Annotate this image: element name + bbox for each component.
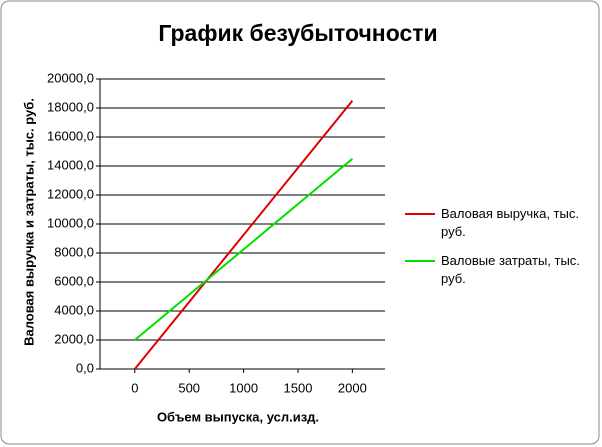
y-axis-label: Валовая выручка и затраты, тыс. руб. [21, 98, 36, 346]
y-tick-label: 14000,0 [47, 157, 94, 172]
y-tick-label: 4000,0 [54, 302, 94, 317]
legend-item: Валовые затраты, тыс. руб. [405, 252, 595, 288]
chart-title: График безубыточности [158, 20, 437, 46]
y-tick-label: 10000,0 [47, 215, 94, 230]
y-tick-label: 18000,0 [47, 99, 94, 114]
x-tick-label: 500 [178, 380, 200, 395]
legend-label: Валовые затраты, тыс. руб. [441, 253, 580, 286]
y-tick-label: 0,0 [76, 360, 94, 375]
y-tick-label: 6000,0 [54, 273, 94, 288]
x-tick-label: 0 [131, 380, 138, 395]
y-tick-label: 16000,0 [47, 128, 94, 143]
y-tick-label: 8000,0 [54, 244, 94, 259]
series-line [134, 157, 354, 341]
x-tick-label: 1500 [284, 380, 313, 395]
legend-swatch [405, 213, 435, 215]
y-tick-label: 12000,0 [47, 186, 94, 201]
legend-swatch [405, 260, 435, 262]
legend-label: Валовая выручка, тыс. руб. [441, 206, 579, 239]
legend-item: Валовая выручка, тыс. руб. [405, 205, 595, 241]
series-line [134, 100, 354, 370]
y-tick-label: 2000,0 [54, 331, 94, 346]
x-tick-label: 1000 [229, 380, 258, 395]
y-tick-label: 20000,0 [47, 70, 94, 85]
x-tick-label: 2000 [338, 380, 367, 395]
x-axis-label: Объем выпуска, усл.изд. [157, 409, 319, 424]
